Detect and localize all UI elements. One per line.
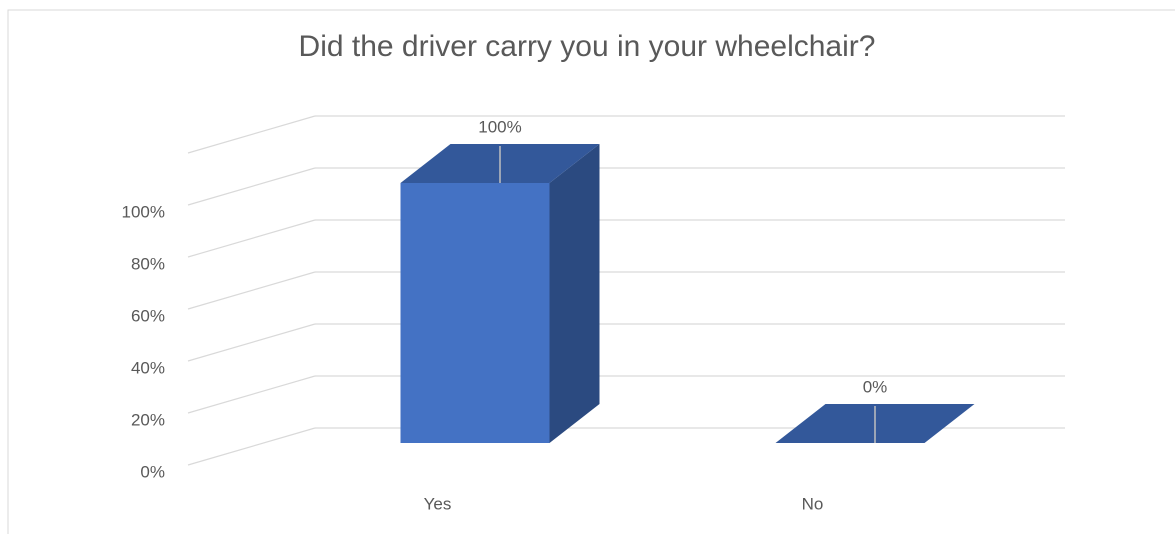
bar — [400, 144, 600, 443]
side-grid-line — [187, 115, 316, 154]
bar-front — [400, 183, 550, 443]
side-grid-line — [187, 323, 316, 362]
x-tick-label: Yes — [424, 494, 452, 513]
data-label: 100% — [478, 117, 521, 136]
side-grid-line — [187, 271, 316, 310]
side-grid-line — [187, 219, 316, 258]
side-grid-line — [187, 167, 316, 206]
y-tick-label: 40% — [131, 358, 165, 377]
side-grid-line — [187, 427, 316, 466]
chart-title: Did the driver carry you in your wheelch… — [299, 30, 876, 63]
bar-side — [549, 144, 600, 443]
chart-frame — [7, 9, 1175, 534]
side-grid-line — [187, 375, 316, 414]
y-tick-label: 20% — [131, 410, 165, 429]
y-tick-label: 0% — [140, 462, 165, 481]
y-tick-label: 80% — [131, 254, 165, 273]
y-tick-label: 60% — [131, 306, 165, 325]
x-tick-label: No — [802, 494, 824, 513]
y-tick-label: 100% — [122, 202, 165, 221]
data-label: 0% — [863, 377, 888, 396]
